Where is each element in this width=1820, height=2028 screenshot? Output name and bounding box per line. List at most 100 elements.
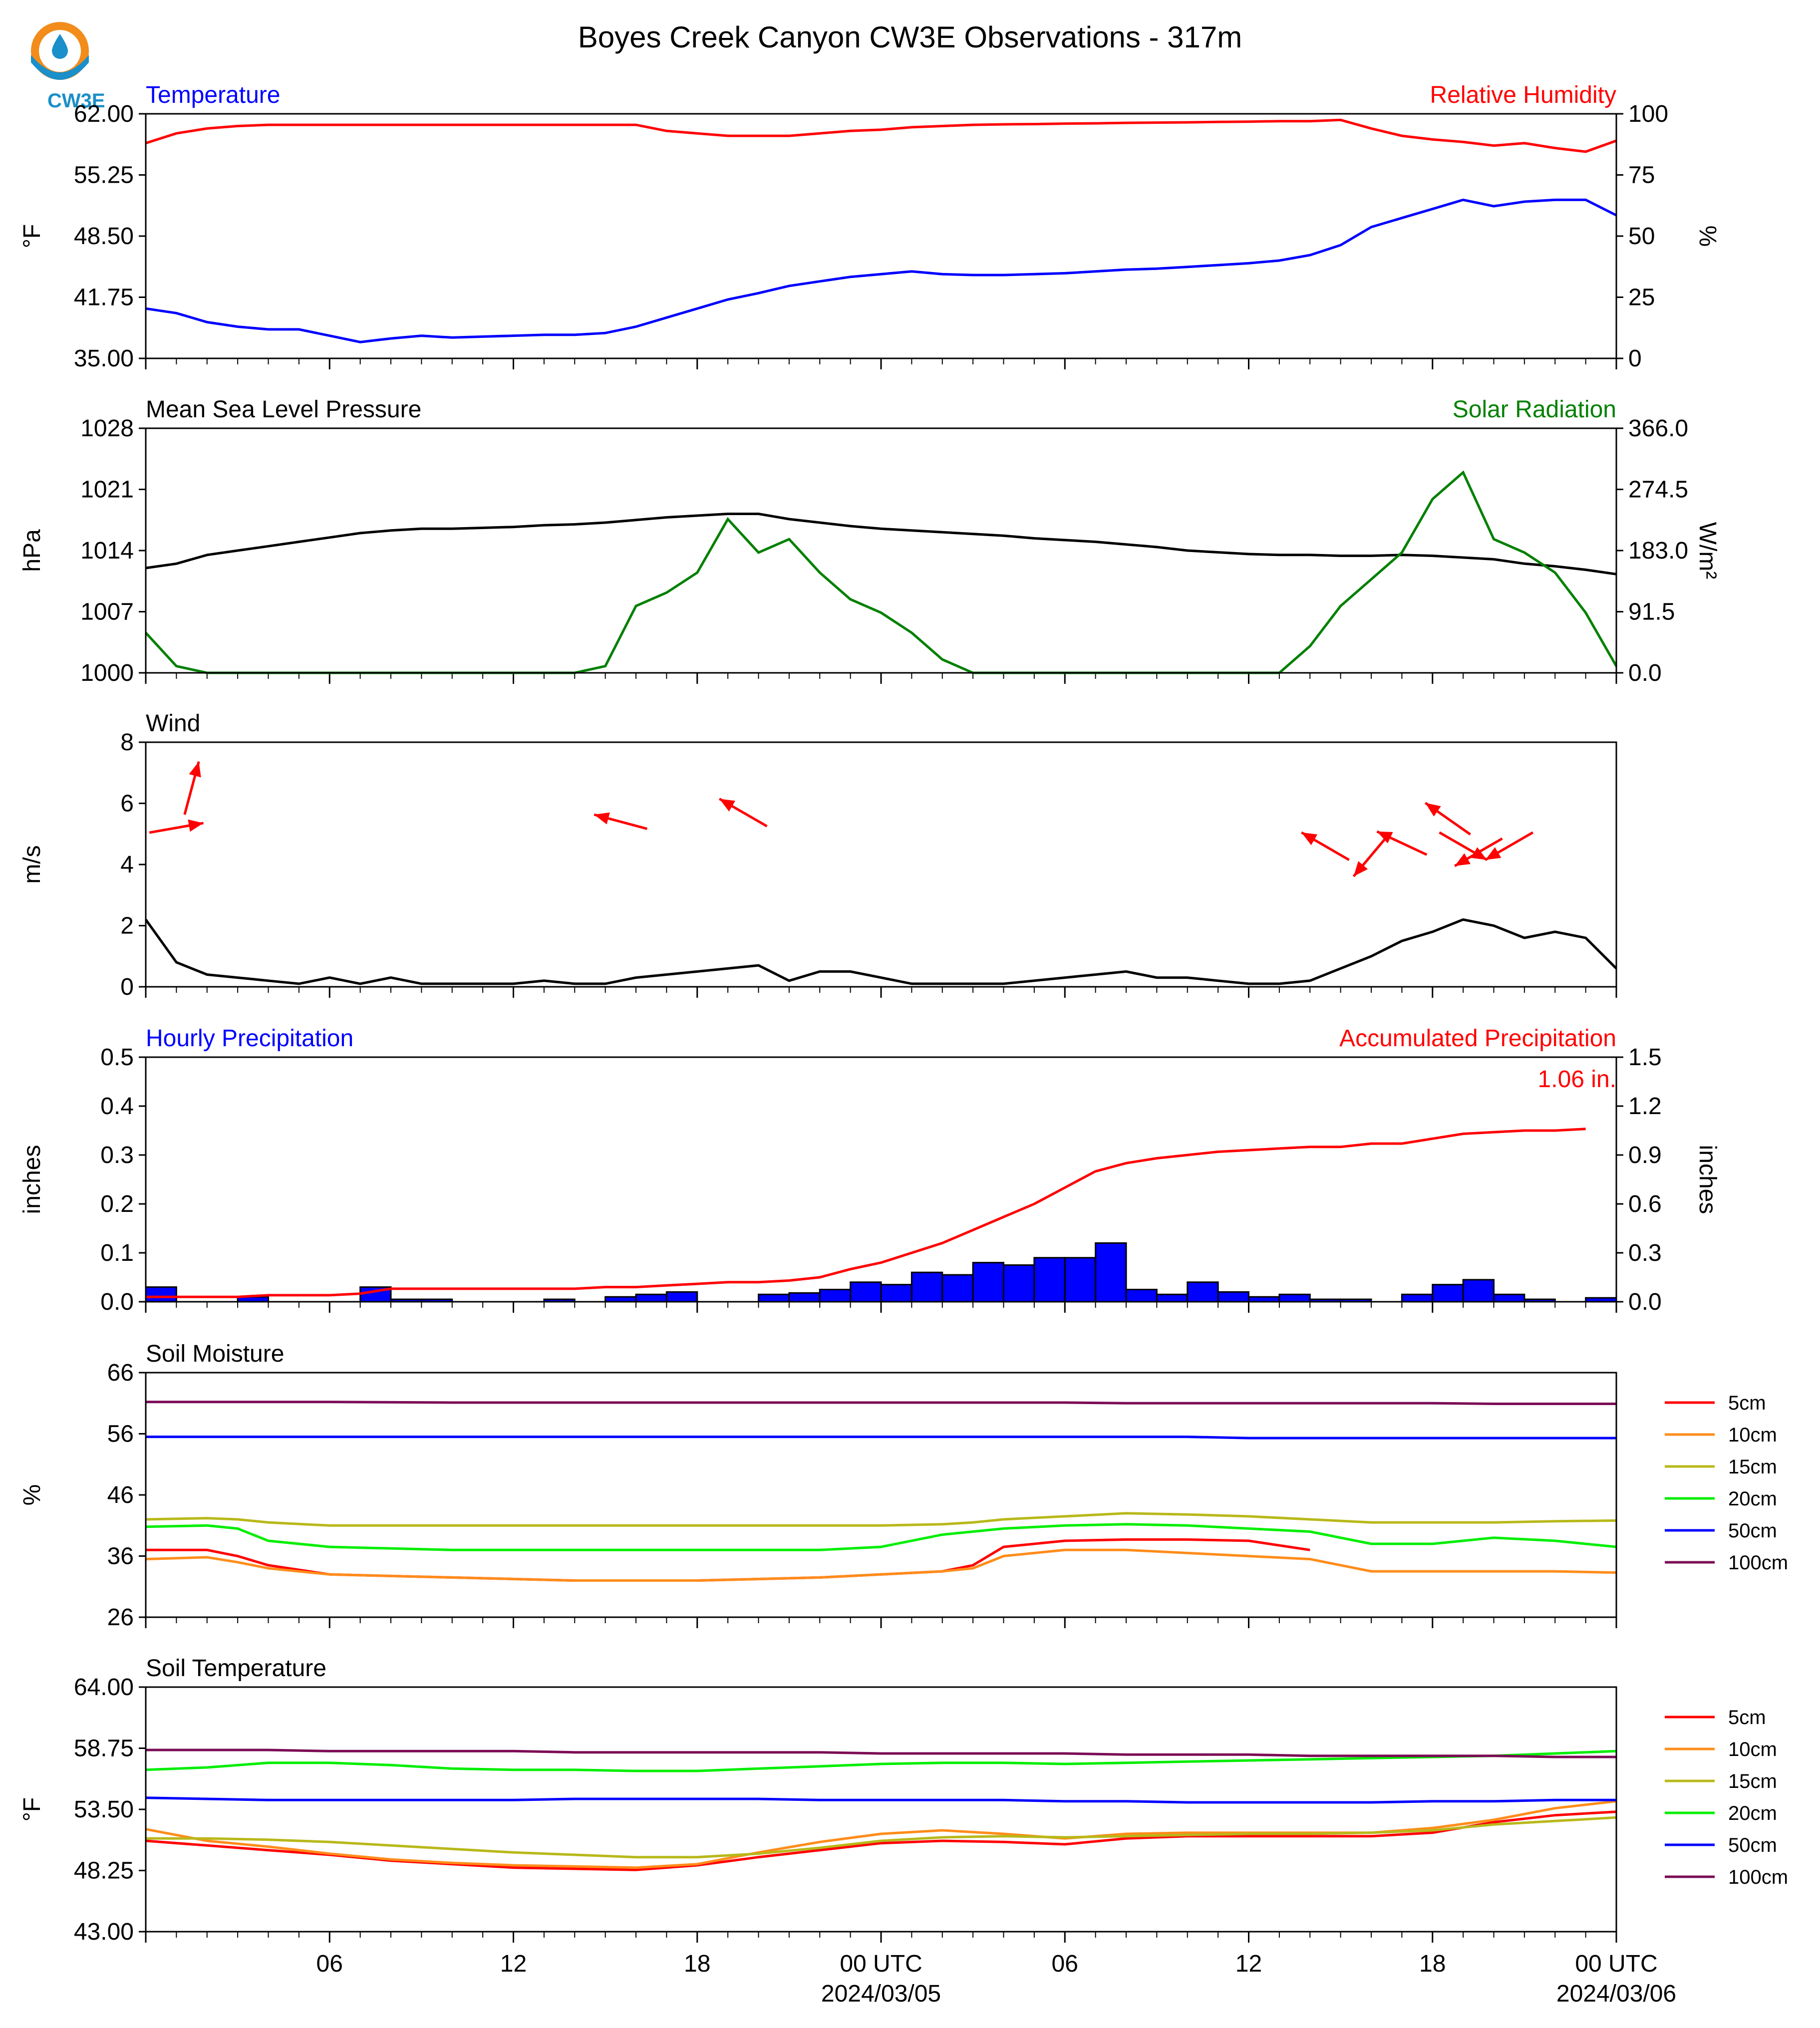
y-tick-label-left: 48.50 (74, 223, 134, 250)
y-tick-label-right: 0.9 (1628, 1142, 1662, 1168)
precip-bar (941, 1274, 974, 1303)
x-tick-label: 12 (500, 1951, 527, 1977)
panel-frame (145, 1686, 1617, 1933)
precip-bar (1432, 1284, 1464, 1303)
y-tick-label-left: 0.3 (100, 1142, 134, 1168)
x-date-label: 2024/03/05 (821, 1981, 941, 2007)
precip-bar (910, 1271, 943, 1303)
series-line (145, 1749, 1617, 1772)
series-line (145, 1796, 1616, 1804)
series-line (145, 118, 1617, 153)
legend-label: 10cm (1728, 1738, 1777, 1760)
y-tick-label-right: 1.2 (1628, 1093, 1662, 1120)
x-tick-label: 06 (316, 1951, 343, 1977)
wind-arrow-head (1353, 861, 1368, 876)
panel-frame (145, 113, 1617, 359)
series-line (146, 1128, 1586, 1298)
y-tick-label-left: 0.0 (100, 1289, 134, 1315)
y-axis-label-left: % (19, 1484, 45, 1506)
panel-title-left: Soil Temperature (146, 1655, 326, 1682)
series-line (145, 1548, 1617, 1582)
y-tick-label-right: 0.0 (1628, 660, 1662, 686)
wind-arrow-head (1301, 832, 1318, 846)
y-tick-label-right: 0.3 (1628, 1240, 1662, 1266)
y-axis-label-left: hPa (19, 529, 45, 572)
y-tick-label-right: 25 (1628, 285, 1655, 311)
legend-label: 10cm (1728, 1424, 1777, 1446)
precip-bar (1278, 1293, 1311, 1303)
y-tick-label-left: 55.25 (74, 162, 134, 189)
wind-arrow-head (1485, 847, 1502, 860)
y-tick-label-right: 0.6 (1628, 1191, 1662, 1217)
y-tick-label-left: 0.1 (100, 1240, 134, 1266)
y-tick-label-right: 0.0 (1628, 1289, 1662, 1315)
y-axis-label-left: °F (19, 224, 45, 249)
x-tick-label: 00 UTC (840, 1951, 922, 1977)
precip-bar (972, 1262, 1004, 1303)
precip-bar (1095, 1242, 1127, 1303)
x-tick-label: 00 UTC (1575, 1951, 1657, 1977)
x-tick-label: 18 (1419, 1951, 1446, 1977)
legend-label: 5cm (1728, 1392, 1766, 1414)
y-tick-label-left: 6 (120, 791, 134, 817)
series-line (146, 1436, 1616, 1440)
precip-bar (1217, 1291, 1249, 1303)
chart-title: Boyes Creek Canyon CW3E Observations - 3… (578, 20, 1242, 54)
precip-bar (1462, 1279, 1495, 1303)
y-tick-label-left: 1000 (80, 660, 134, 686)
panel-title-left: Wind (146, 710, 200, 737)
y-axis-label-left: °F (19, 1797, 45, 1822)
y-tick-label-left: 64.00 (74, 1674, 134, 1701)
y-tick-label-left: 1007 (80, 599, 134, 625)
y-tick-label-left: 43.00 (74, 1919, 134, 1945)
precip-bar (1003, 1264, 1035, 1303)
x-tick-label: 12 (1235, 1951, 1262, 1977)
series-line (146, 1816, 1617, 1859)
y-tick-label-left: 53.50 (74, 1796, 134, 1823)
legend-label: 50cm (1728, 1834, 1777, 1856)
y-axis-label-left: inches (19, 1145, 45, 1214)
y-tick-label-left: 66 (107, 1360, 134, 1386)
precip-bar (1033, 1257, 1066, 1303)
y-tick-label-left: 1014 (80, 538, 134, 564)
panel-title-right: Relative Humidity (1430, 82, 1616, 108)
series-line (145, 198, 1617, 343)
precip-bar (758, 1293, 790, 1303)
accumulated-total-label: 1.06 in. (1538, 1066, 1616, 1093)
panel-frame (145, 741, 1617, 988)
wind-arrow-head (1377, 831, 1393, 844)
y-tick-label-right: 1.5 (1628, 1044, 1662, 1071)
series-line (145, 470, 1618, 674)
cw3e-logo: CW3E (20, 15, 105, 112)
series-line (146, 1748, 1616, 1758)
y-tick-label-left: 48.25 (74, 1858, 134, 1884)
precip-bar (1064, 1257, 1097, 1303)
y-tick-label-left: 56 (107, 1421, 134, 1448)
legend-label: 50cm (1728, 1520, 1777, 1542)
y-tick-label-right: 183.0 (1628, 538, 1688, 564)
precip-bar (1125, 1289, 1158, 1303)
wind-arrow-head (1455, 853, 1471, 866)
y-axis-label-left: m/s (19, 845, 45, 883)
y-tick-label-left: 41.75 (74, 285, 134, 311)
y-tick-label-left: 0.4 (100, 1093, 134, 1120)
wind-arrow-head (1425, 803, 1441, 817)
precip-bar (635, 1293, 667, 1303)
y-tick-label-left: 62.00 (74, 101, 134, 127)
legend-label: 5cm (1728, 1707, 1766, 1729)
wind-arrow-head (719, 799, 735, 812)
panel-frame (145, 427, 1617, 674)
precip-bar (819, 1289, 852, 1303)
y-tick-label-left: 26 (107, 1604, 134, 1631)
panel-title-left: Soil Moisture (146, 1341, 284, 1367)
y-tick-label-left: 58.75 (74, 1736, 134, 1762)
precip-bar (1156, 1293, 1189, 1303)
y-tick-label-right: 50 (1628, 223, 1655, 250)
wind-arrow-head (1471, 847, 1487, 860)
y-tick-label-left: 1028 (80, 415, 134, 442)
wind-arrow-head (189, 761, 201, 778)
wind-arrow-head (594, 812, 610, 825)
precip-bar (1401, 1293, 1434, 1303)
y-tick-label-left: 46 (107, 1482, 134, 1508)
